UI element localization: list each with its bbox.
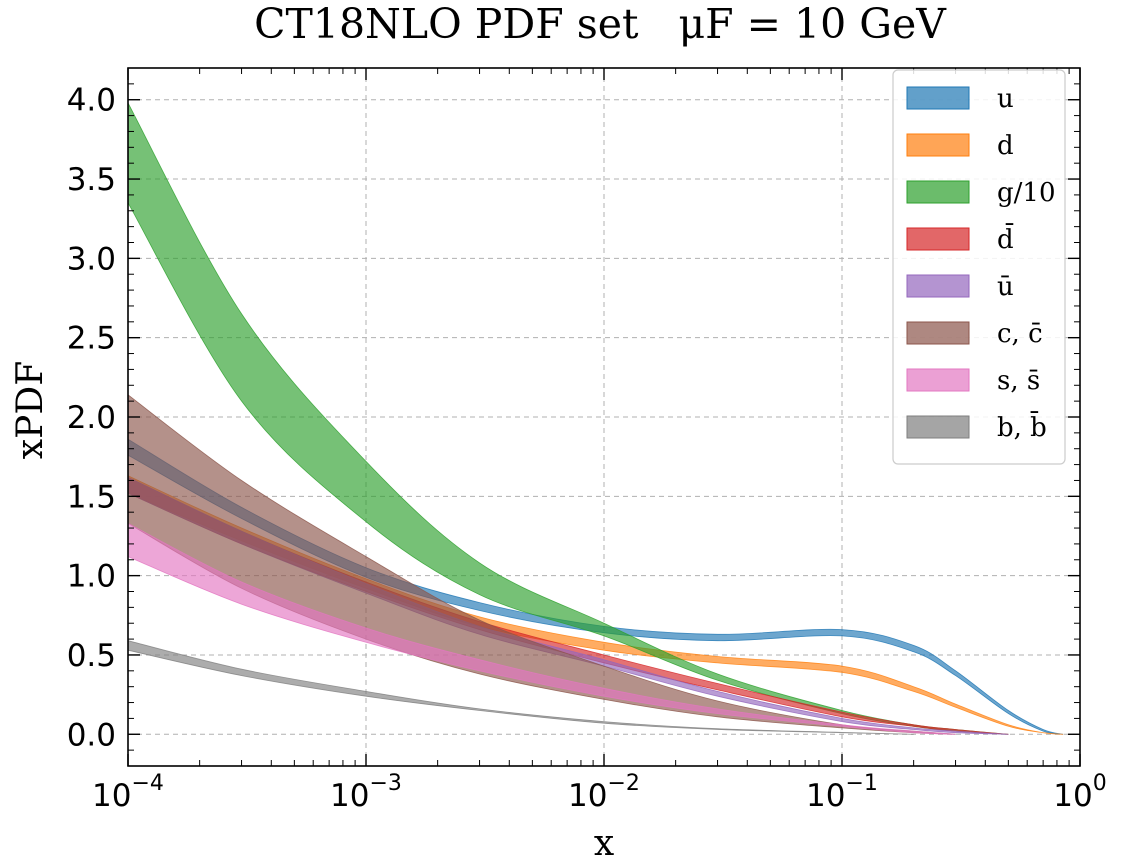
x-tick-label: 10−4 [92,771,164,814]
legend-swatch [906,321,970,345]
y-tick-label: 4.0 [67,83,116,119]
legend-swatch [906,86,970,110]
legend-swatch [906,274,970,298]
y-tick-label: 1.0 [67,559,116,595]
band-layer [127,102,1064,735]
legend: ud g/10 d̄ ū c, c̄ s, s̄ b, b̄ [892,69,1066,465]
legend-swatch [906,227,970,251]
x-tick-label: 10−3 [330,771,402,814]
y-tick-label: 0.0 [67,717,116,753]
legend-label: ū [997,272,1014,302]
y-tick-label: 1.5 [67,479,116,515]
band-series-7 [127,640,914,735]
legend-swatch [906,180,970,204]
legend-label: u [997,84,1014,114]
y-tick-label: 2.0 [67,400,116,436]
x-axis-label: x [594,823,614,862]
y-tick-label: 2.5 [67,321,116,357]
chart-title-scale: μF = 10 GeV [679,0,948,48]
legend-label: d̄ [997,222,1014,255]
chart-title-main: CT18NLO PDF set [254,0,639,48]
x-tick-label: 10−2 [568,771,640,814]
legend-label: s, s̄ [997,366,1040,396]
y-tick-label: 3.5 [67,162,116,198]
chart-title: CT18NLO PDF set μF = 10 GeV [254,0,947,48]
y-tick-label: 0.5 [67,638,116,674]
x-tick-label: 100 [1053,771,1106,814]
legend-swatch [906,415,970,439]
legend-swatch [906,368,970,392]
legend-label: g/10 [997,178,1056,208]
band-series-6 [127,522,956,735]
x-tick-label: 10−1 [806,771,878,814]
legend-box [892,69,1066,465]
legend-label: c, c̄ [997,319,1043,349]
legend-label: d [997,131,1014,161]
legend-swatch [906,133,970,157]
y-tick-label: 3.0 [67,241,116,277]
legend-label: b, b̄ [997,410,1047,443]
axis-layer: 10−4 10−3 10−2 10−1 100 0.0 0.5 1.0 1.5 2.0 2.5 3.0… [67,67,1107,814]
y-axis-label: xPDF [10,361,51,459]
